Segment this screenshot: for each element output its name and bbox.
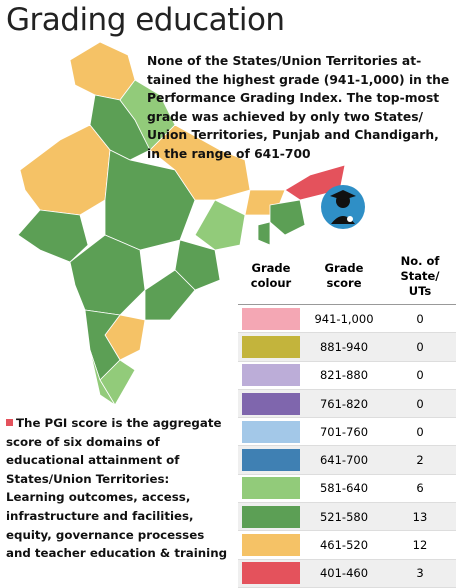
color-cell [238,420,304,443]
note-text: States/Union Territories: [6,471,170,486]
header-cell: Grade colour [238,248,304,304]
note-text: score of six domains of [6,434,160,449]
note-line: educational attainment of [6,451,227,470]
color-swatch [242,534,300,557]
color-cell [238,505,304,528]
table-row: 881-940 0 [238,333,456,362]
header-cell: No. of State/UTs [384,248,456,304]
score-cell: 581-640 [319,481,369,496]
color-swatch [242,392,300,415]
score-cell: 521-580 [319,509,369,524]
note-line: score of six domains of [6,433,227,452]
color-cell [238,449,304,472]
header-cell: Grade score [304,248,384,304]
intro-line: Performance Grading Index. The top-most [147,91,440,105]
intro-line: tained the highest grade (941-1,000) in … [147,72,450,87]
color-swatch [242,505,300,528]
score-cell: 821-880 [319,368,369,383]
intro-line: Union Territories, Punjab and Chandigarh… [147,128,439,142]
count-cell: 13 [412,509,428,524]
count-cell: 0 [416,424,424,439]
intro-line: grade was achieved by only two States/ [147,109,424,124]
note-line: equity, governance processes [6,526,227,545]
table-row: 461-520 12 [238,531,456,560]
score-cell: 461-520 [319,538,369,553]
intro-line: in the range of 641-700 [147,146,311,161]
score-cell: 701-760 [319,424,369,439]
table-row: 641-700 2 [238,446,456,475]
header-row: Grade colour Grade score No. of State/UTs [238,248,456,305]
note-text: equity, governance processes [6,527,205,542]
color-cell [238,562,304,585]
header-text: Grade [324,261,364,275]
note-line: and teacher education & training [6,544,227,563]
count-cell: 0 [416,396,424,411]
header-text: UTs [408,283,432,298]
header-text: colour [250,276,292,290]
color-cell [238,477,304,500]
color-swatch [242,562,300,585]
map [17,41,365,406]
score-cell: 941-1,000 [314,311,374,326]
note-line: States/Union Territories: [6,470,227,489]
score-cell: 641-700 [319,453,369,468]
color-swatch [242,364,300,387]
note-text: Learning outcomes, access, [6,490,191,505]
table-row: 521-580 13 [238,503,456,532]
color-cell [238,392,304,415]
color-cell [238,364,304,387]
color-cell [238,335,304,358]
table-row: 581-640 6 [238,475,456,504]
score-cell: 401-460 [319,566,369,581]
note-text: The PGI score is the aggregate [16,416,222,430]
intro-line: None of the States/Union Territories at- [147,54,422,68]
table-row: 401-460 3 [238,559,456,588]
header-text: No. of [400,253,440,268]
header-text: State/ [400,268,440,283]
note-text: educational attainment of [6,453,180,468]
note-text: and teacher education & training [6,546,228,561]
intro-text: None of the States/Union Territories at-… [147,52,449,163]
table-row: 821-880 0 [238,362,456,390]
color-cell [238,307,304,330]
count-cell: 6 [416,481,424,496]
color-swatch [242,477,300,500]
title: Grading education [6,2,285,38]
table-row: 941-1,000 0 [238,305,456,334]
count-cell: 2 [416,453,424,468]
color-cell [238,534,304,557]
note-text: The PGI score is the aggregate score of s… [6,414,227,563]
count-cell: 0 [416,339,424,354]
grade-table: Grade colour Grade score No. of State/UTs 941-… [238,248,456,588]
count-cell: 0 [416,311,424,326]
page: Grading education None of the States/Uni… [6,2,456,588]
note-line: The PGI score is the aggregate [6,414,227,433]
score-cell: 881-940 [319,339,369,354]
header-text: score [326,276,362,290]
bullet [6,419,13,426]
note-line: Learning outcomes, access, [6,488,227,507]
note-line: infrastructure and facilities, [6,507,227,526]
count-cell: 0 [416,368,424,383]
count-cell: 12 [412,538,428,553]
score-cell: 761-820 [319,396,369,411]
color-swatch [242,449,300,472]
note-text: infrastructure and facilities, [6,508,194,523]
color-swatch [242,335,300,358]
header-text: Grade [251,261,291,275]
color-swatch [242,307,300,330]
count-cell: 3 [416,566,424,581]
color-swatch [242,420,300,443]
table-row: 761-820 0 [238,389,456,419]
table-row: 701-760 0 [238,418,456,447]
